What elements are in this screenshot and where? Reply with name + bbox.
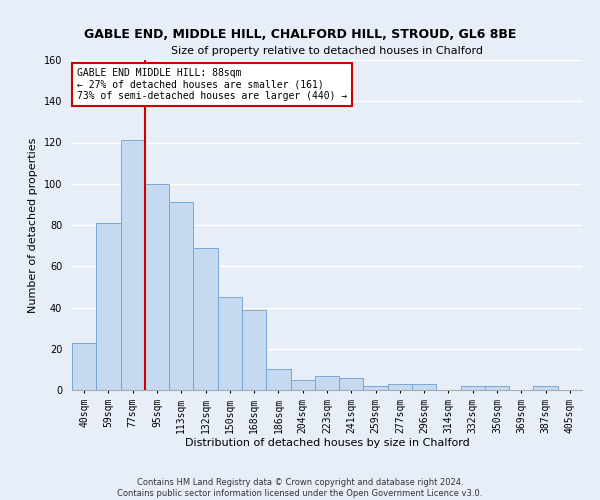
Bar — [412, 384, 436, 390]
Bar — [193, 248, 218, 390]
X-axis label: Distribution of detached houses by size in Chalford: Distribution of detached houses by size … — [185, 438, 469, 448]
Bar — [290, 380, 315, 390]
Bar — [145, 184, 169, 390]
Title: Size of property relative to detached houses in Chalford: Size of property relative to detached ho… — [171, 46, 483, 56]
Bar — [72, 342, 96, 390]
Bar — [364, 386, 388, 390]
Bar — [485, 386, 509, 390]
Bar — [315, 376, 339, 390]
Bar — [533, 386, 558, 390]
Bar — [266, 370, 290, 390]
Bar — [242, 310, 266, 390]
Bar — [388, 384, 412, 390]
Text: Contains HM Land Registry data © Crown copyright and database right 2024.
Contai: Contains HM Land Registry data © Crown c… — [118, 478, 482, 498]
Text: GABLE END MIDDLE HILL: 88sqm
← 27% of detached houses are smaller (161)
73% of s: GABLE END MIDDLE HILL: 88sqm ← 27% of de… — [77, 68, 347, 102]
Text: GABLE END, MIDDLE HILL, CHALFORD HILL, STROUD, GL6 8BE: GABLE END, MIDDLE HILL, CHALFORD HILL, S… — [84, 28, 516, 40]
Bar — [339, 378, 364, 390]
Bar — [461, 386, 485, 390]
Bar — [218, 297, 242, 390]
Bar — [96, 223, 121, 390]
Y-axis label: Number of detached properties: Number of detached properties — [28, 138, 38, 312]
Bar — [121, 140, 145, 390]
Bar — [169, 202, 193, 390]
